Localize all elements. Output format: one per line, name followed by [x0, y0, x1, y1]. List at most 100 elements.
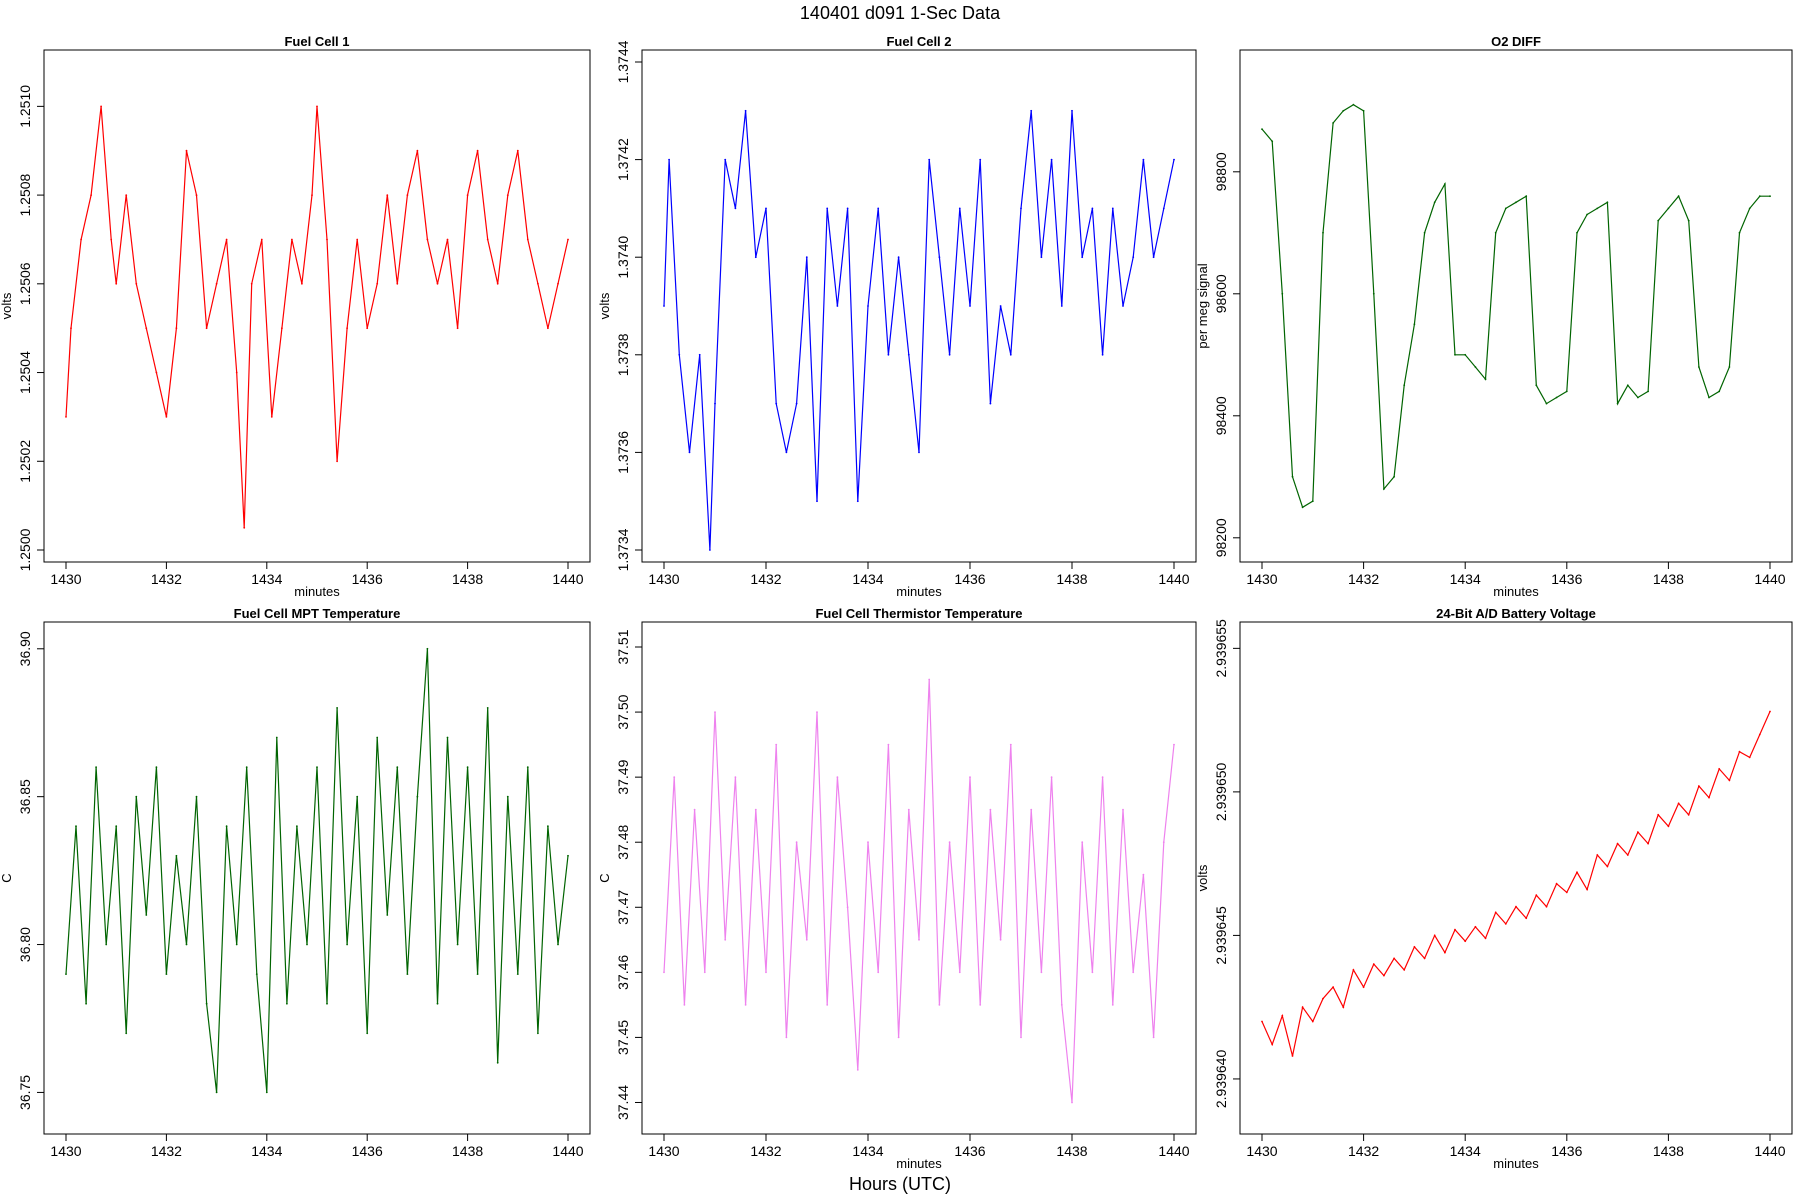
data-point [948, 841, 951, 844]
data-point [867, 305, 869, 307]
data-point [1071, 1101, 1073, 1104]
data-point [1091, 971, 1094, 974]
data-point [90, 194, 92, 197]
data-point [1565, 891, 1568, 894]
y-tick-label: 37.47 [615, 890, 631, 925]
data-point [275, 736, 278, 739]
panel-title: Fuel Cell MPT Temperature [234, 606, 401, 621]
data-point [326, 238, 328, 241]
data-point [70, 327, 72, 330]
x-tick-label: 1434 [251, 1143, 282, 1159]
y-tick-label: 1.3736 [615, 431, 631, 474]
data-point [386, 194, 389, 197]
data-point [979, 1004, 982, 1006]
data-point [537, 282, 539, 285]
data-point [426, 647, 429, 650]
data-point [215, 282, 218, 285]
x-tick-label: 1440 [552, 571, 583, 587]
x-tick-label: 1432 [151, 1143, 182, 1159]
data-point [836, 776, 839, 778]
data-point [1152, 1036, 1155, 1039]
data-point [1657, 813, 1660, 816]
data-point [456, 327, 459, 330]
data-point [1162, 207, 1165, 210]
data-point [476, 973, 479, 975]
y-tick-label: 98800 [1213, 152, 1229, 191]
y-tick-label: 36.80 [17, 927, 33, 962]
data-point [754, 256, 757, 259]
panel-1: Fuel Cell 1 1430 1432 1434 1436 1438 1440 1.250… [0, 34, 591, 599]
data-point [296, 825, 298, 828]
y-tick-label: 37.45 [615, 1020, 631, 1055]
data-point [938, 1004, 941, 1006]
data-point [754, 808, 757, 811]
data-point [1111, 1004, 1114, 1006]
x-tick-label: 1434 [1450, 571, 1481, 587]
data-point [115, 825, 118, 828]
data-point [897, 256, 900, 259]
data-point [775, 402, 778, 405]
data-point [1555, 396, 1558, 399]
x-axis-label: minutes [896, 1156, 942, 1171]
data-point [145, 327, 148, 330]
data-point [938, 256, 941, 259]
data-point [1444, 183, 1446, 185]
data-point [1758, 733, 1761, 736]
data-point [306, 943, 308, 946]
data-point [260, 238, 263, 241]
data-point [466, 194, 469, 197]
data-point [1545, 905, 1548, 908]
figure-xlabel: Hours (UTC) [849, 1174, 951, 1194]
x-axis-label: minutes [1493, 584, 1539, 599]
data-point [557, 943, 559, 946]
series-line [663, 679, 1175, 1103]
x-tick-label: 1436 [1551, 1143, 1582, 1159]
data-point [516, 973, 519, 975]
data-point [1261, 1020, 1263, 1023]
data-point [1647, 390, 1649, 393]
data-point [1545, 402, 1548, 405]
data-point [265, 1091, 268, 1094]
y-tick-label: 98200 [1213, 518, 1229, 557]
data-point [1403, 969, 1406, 971]
data-point [724, 938, 727, 941]
series-line [663, 110, 1175, 551]
x-tick-label: 1438 [1056, 571, 1087, 587]
data-point [1132, 971, 1135, 974]
data-point [1393, 475, 1395, 478]
data-point [1322, 997, 1324, 1000]
data-point [547, 825, 549, 828]
data-point [1616, 842, 1619, 845]
data-point [775, 743, 778, 746]
data-point [1433, 934, 1436, 937]
data-point [125, 1032, 128, 1035]
data-point [225, 825, 228, 828]
data-point [1040, 256, 1043, 259]
data-point [135, 282, 138, 285]
data-point [245, 766, 248, 768]
x-tick-label: 1436 [954, 1143, 985, 1159]
x-tick-label: 1440 [1158, 571, 1189, 587]
data-point [1101, 353, 1104, 356]
y-tick-label: 37.50 [615, 694, 631, 729]
data-point [366, 1032, 369, 1035]
x-tick-label: 1430 [50, 571, 81, 587]
data-point [663, 971, 665, 974]
data-point [785, 451, 788, 454]
data-point [1132, 256, 1135, 259]
data-point [907, 353, 910, 356]
x-tick-label: 1432 [1348, 1143, 1379, 1159]
data-point [816, 711, 818, 713]
data-point [918, 938, 920, 941]
data-point [496, 1061, 499, 1064]
data-point [765, 971, 767, 974]
data-point [958, 207, 961, 210]
data-point [376, 736, 379, 739]
data-point [1281, 292, 1284, 295]
data-point [1152, 256, 1155, 259]
data-point [1081, 841, 1084, 844]
data-point [205, 1002, 208, 1005]
panel-title: Fuel Cell Thermistor Temperature [815, 606, 1022, 621]
y-tick-label: 1.3742 [615, 138, 631, 181]
x-tick-label: 1436 [954, 571, 985, 587]
